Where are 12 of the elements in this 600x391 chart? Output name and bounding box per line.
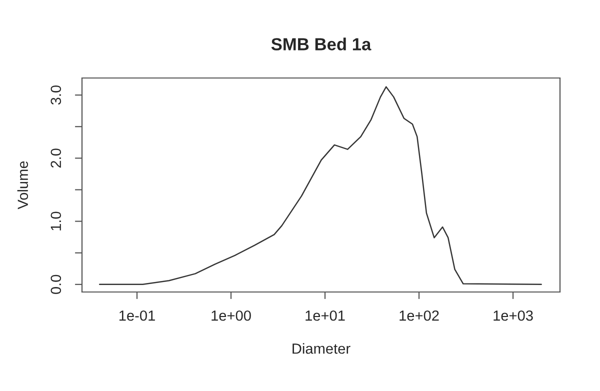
y-tick-label: 1.0 — [50, 212, 62, 230]
y-axis-title: Volume — [17, 161, 28, 210]
y-tick-label: 0.0 — [50, 274, 62, 294]
x-tick-label: 1e+00 — [212, 310, 251, 321]
y-tick-label: 3.0 — [50, 85, 62, 105]
x-tick-label: 1e-01 — [119, 310, 155, 321]
chart-title: SMB Bed 1a — [271, 38, 372, 50]
y-tick-label: 2.0 — [50, 148, 62, 168]
x-tick-label: 1e+03 — [494, 310, 533, 321]
x-tick-label: 1e+01 — [306, 310, 345, 321]
x-axis-title: Diameter — [292, 343, 350, 354]
x-tick-label: 1e+02 — [400, 310, 439, 321]
